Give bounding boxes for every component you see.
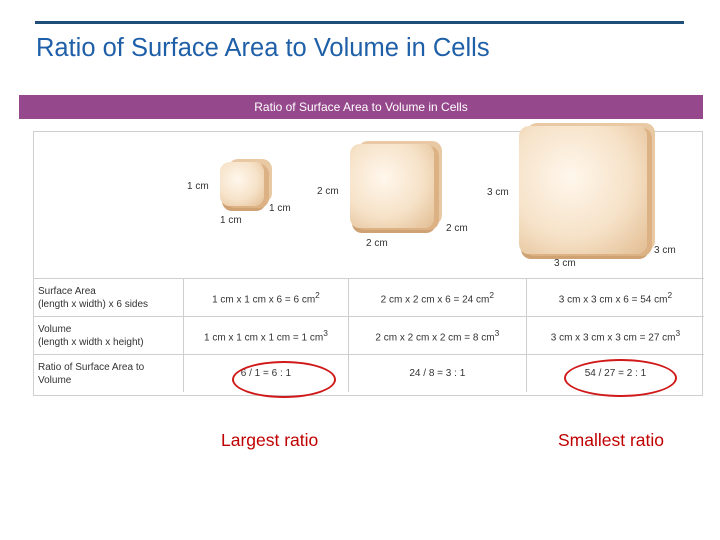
table-row: Surface Area (length x width) x 6 sides 1…: [34, 278, 704, 317]
comparison-table: Surface Area (length x width) x 6 sides 1…: [34, 278, 704, 392]
largest-ratio-label: Largest ratio: [221, 430, 319, 450]
cube2-bottom-label: 2 cm: [366, 238, 388, 249]
row-header: Surface Area (length x width) x 6 sides: [34, 278, 184, 317]
cube-3cm: [519, 126, 647, 254]
table-cell: 1 cm x 1 cm x 1 cm = 1 cm3: [183, 316, 349, 355]
cube3-bottom-label: 3 cm: [554, 258, 576, 269]
smallest-ratio-highlight: [564, 359, 677, 397]
page-title: Ratio of Surface Area to Volume in Cells: [36, 34, 490, 62]
cube3-side-label: 3 cm: [487, 187, 509, 198]
figure-panel: 1 cm 1 cm 1 cm 2 cm 2 cm 2 cm 3 cm 3 cm …: [33, 126, 704, 396]
figure-banner: Ratio of Surface Area to Volume in Cells: [19, 95, 703, 119]
cube1-depth-label: 1 cm: [269, 203, 291, 214]
cube1-side-label: 1 cm: [187, 181, 209, 192]
table-cell: 24 / 8 = 3 : 1: [347, 354, 527, 392]
table-cell: 3 cm x 3 cm x 6 = 54 cm2: [525, 278, 704, 317]
largest-ratio-highlight: [232, 361, 336, 398]
figure: Ratio of Surface Area to Volume in Cells…: [19, 95, 704, 400]
row-header: Volume (length x width x height): [34, 316, 184, 355]
cube2-depth-label: 2 cm: [446, 223, 468, 234]
table-cell: 1 cm x 1 cm x 6 = 6 cm2: [183, 278, 349, 317]
cube-illustration: 1 cm 1 cm 1 cm 2 cm 2 cm 2 cm 3 cm 3 cm …: [34, 126, 704, 278]
cube3-depth-label: 3 cm: [654, 245, 676, 256]
table-cell: 2 cm x 2 cm x 6 = 24 cm2: [347, 278, 527, 317]
table-cell: 3 cm x 3 cm x 3 cm = 27 cm3: [525, 316, 704, 355]
smallest-ratio-label: Smallest ratio: [558, 430, 665, 450]
cube-1cm: [220, 162, 264, 206]
table-row: Volume (length x width x height) 1 cm x 1…: [34, 316, 704, 355]
cube-2cm: [350, 144, 434, 228]
row-header: Ratio of Surface Area to Volume: [34, 354, 184, 392]
table-cell: 2 cm x 2 cm x 2 cm = 8 cm3: [347, 316, 527, 355]
cube1-bottom-label: 1 cm: [220, 215, 242, 226]
title-rule: [35, 21, 684, 24]
cube2-side-label: 2 cm: [317, 186, 339, 197]
